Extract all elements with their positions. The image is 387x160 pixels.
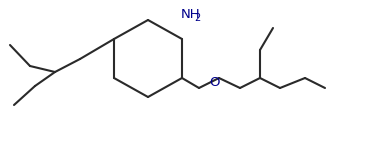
Text: NH: NH xyxy=(181,8,200,21)
Text: O: O xyxy=(209,76,219,88)
Text: 2: 2 xyxy=(194,13,200,23)
